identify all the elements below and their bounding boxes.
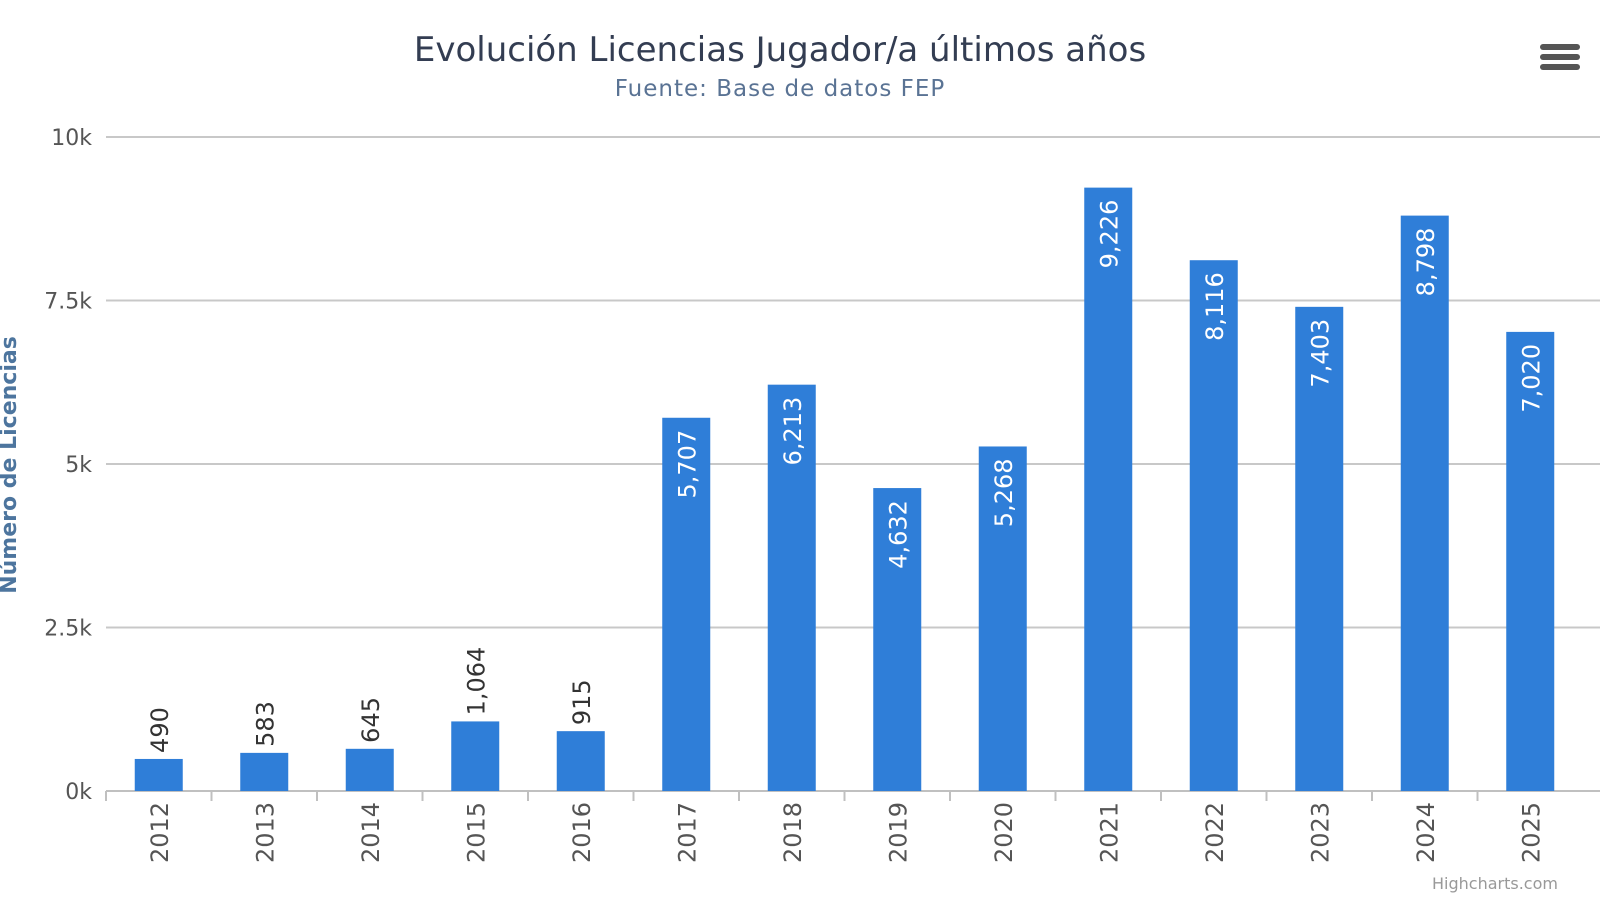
data-label: 4,632 bbox=[884, 500, 912, 569]
bar bbox=[1295, 306, 1344, 791]
y-axis-title: Número de Licencias bbox=[0, 336, 22, 594]
bar bbox=[134, 758, 183, 791]
bar bbox=[873, 488, 922, 791]
chart-title: Evolución Licencias Jugador/a últimos añ… bbox=[413, 30, 1147, 70]
bar bbox=[767, 384, 816, 791]
x-tick-label: 2015 bbox=[462, 802, 490, 863]
y-tick-label: 7.5k bbox=[44, 290, 92, 315]
x-tick-label: 2017 bbox=[673, 802, 701, 863]
data-label: 8,116 bbox=[1201, 272, 1229, 341]
bar bbox=[556, 731, 605, 791]
bar bbox=[451, 721, 500, 791]
y-tick-label: 10k bbox=[51, 126, 92, 151]
x-tick-label: 2014 bbox=[357, 802, 385, 863]
data-label: 9,226 bbox=[1095, 200, 1123, 269]
y-tick-label: 5k bbox=[65, 453, 92, 478]
data-label: 5,268 bbox=[990, 458, 1018, 527]
y-tick-label: 0k bbox=[65, 780, 92, 805]
bar bbox=[345, 748, 394, 791]
x-tick-label: 2024 bbox=[1412, 802, 1440, 863]
data-label: 490 bbox=[146, 707, 174, 753]
bar bbox=[1400, 215, 1449, 792]
x-tick-label: 2021 bbox=[1095, 802, 1123, 863]
x-tick-label: 2019 bbox=[884, 802, 912, 863]
data-label: 5,707 bbox=[673, 430, 701, 499]
credits-link[interactable]: Highcharts.com bbox=[1432, 874, 1558, 893]
data-label: 8,798 bbox=[1412, 228, 1440, 297]
x-tick-label: 2025 bbox=[1517, 802, 1545, 863]
bar bbox=[1189, 260, 1238, 791]
chart-subtitle: Fuente: Base de datos FEP bbox=[614, 76, 946, 102]
x-tick-label: 2016 bbox=[568, 802, 596, 863]
x-tick-label: 2020 bbox=[990, 802, 1018, 863]
bar bbox=[1506, 331, 1555, 791]
x-tick-label: 2022 bbox=[1201, 802, 1229, 863]
data-label: 915 bbox=[568, 679, 596, 725]
data-label: 7,020 bbox=[1517, 344, 1545, 413]
data-label: 6,213 bbox=[779, 397, 807, 466]
bar bbox=[1084, 187, 1133, 791]
x-tick-label: 2013 bbox=[251, 802, 279, 863]
data-label: 583 bbox=[251, 701, 279, 747]
data-label: 7,403 bbox=[1306, 319, 1334, 388]
data-label: 1,064 bbox=[462, 647, 490, 716]
bar bbox=[240, 752, 289, 791]
x-tick-label: 2018 bbox=[779, 802, 807, 863]
data-label: 645 bbox=[357, 697, 385, 743]
x-tick-label: 2023 bbox=[1306, 802, 1334, 863]
x-tick-label: 2012 bbox=[146, 802, 174, 863]
hamburger-menu-icon[interactable] bbox=[1540, 44, 1580, 74]
bar bbox=[662, 417, 711, 791]
bar bbox=[978, 446, 1027, 791]
y-tick-label: 2.5k bbox=[44, 617, 92, 642]
